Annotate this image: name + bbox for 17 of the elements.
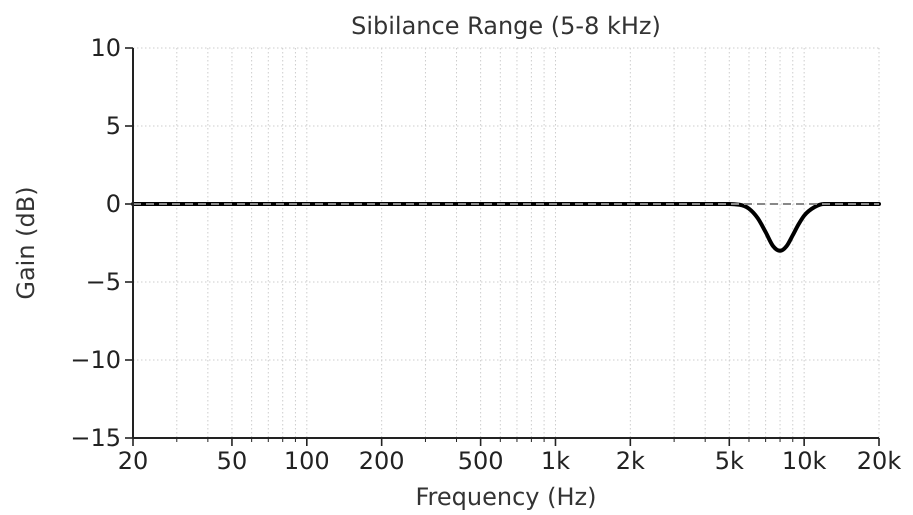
x-axis-title: Frequency (Hz) (416, 483, 596, 511)
x-tick-label: 2k (616, 447, 646, 475)
x-tick-label: 1k (540, 447, 570, 475)
y-tick-label: 10 (90, 34, 121, 62)
x-tick-label: 50 (216, 447, 248, 475)
y-tick-label: 0 (106, 190, 121, 218)
x-tick-label: 200 (358, 447, 405, 475)
x-tick-label: 20k (856, 447, 902, 475)
x-tick-label: 5k (714, 447, 744, 475)
chart-title: Sibilance Range (5-8 kHz) (351, 12, 661, 40)
y-tick-label: −5 (86, 268, 121, 296)
x-tick-label: 100 (284, 447, 330, 475)
x-tick-label: 10k (782, 447, 826, 475)
x-tick-label: 500 (458, 447, 504, 475)
y-tick-label: 5 (106, 112, 121, 140)
y-axis-title: Gain (dB) (12, 186, 40, 300)
y-tick-label: −10 (70, 346, 121, 374)
